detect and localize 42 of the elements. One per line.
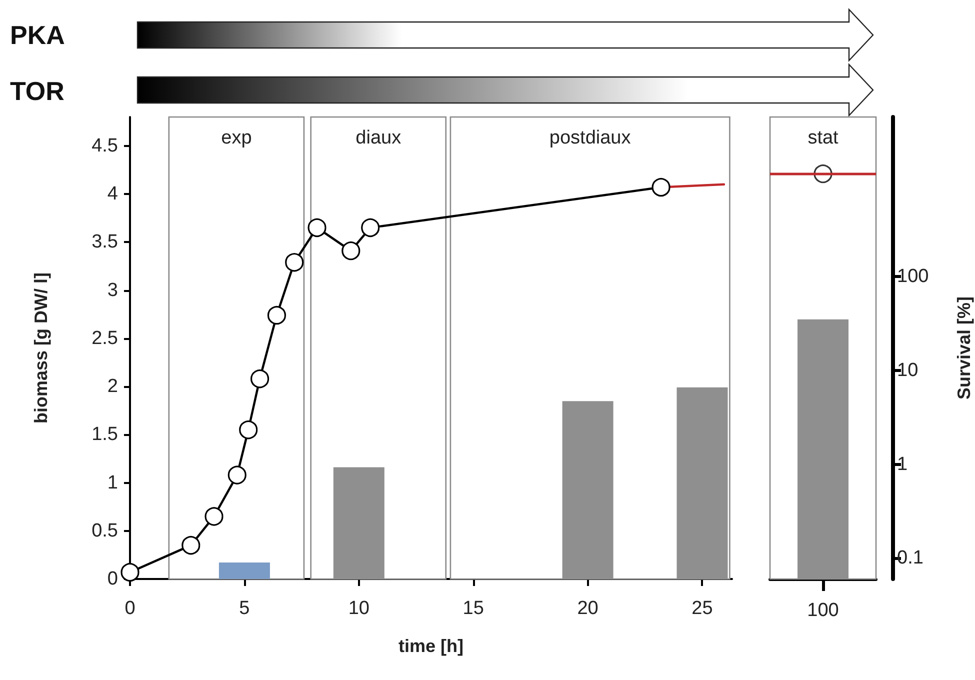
y2-axis-title: Survival [%] — [954, 296, 974, 400]
text: TOR — [10, 76, 64, 107]
x-axis-title: time [h] — [398, 636, 464, 656]
point — [308, 218, 326, 237]
band-label: postdiaux — [549, 127, 632, 148]
y-tick-label: 0.5 — [92, 520, 118, 542]
point — [267, 306, 286, 325]
x-tick-label: 5 — [239, 598, 250, 619]
x-tick-label: 100 — [807, 600, 839, 621]
point — [285, 253, 304, 272]
point — [239, 420, 258, 440]
x-tick-label: 0 — [124, 598, 136, 619]
y-tick-label: 4 — [107, 184, 118, 204]
y2-tick-label: 0.1 — [897, 548, 924, 569]
y-tick-label: 3.5 — [92, 232, 118, 253]
y-tick-label: 2.5 — [92, 328, 118, 349]
y2-tick-label: 100 — [897, 266, 929, 288]
band-label: exp — [221, 127, 252, 148]
y-tick-label: 1 — [107, 472, 118, 494]
x-tick-label: 25 — [692, 598, 713, 619]
y-axis-title: biomass [g DW/ l] — [31, 272, 51, 424]
point — [182, 536, 200, 555]
y2-tick-label: 1 — [897, 454, 908, 475]
band-label: stat — [808, 127, 840, 148]
y-tick-label: 0 — [107, 568, 118, 590]
y2-tick-label: 10 — [897, 360, 918, 381]
point — [120, 562, 140, 582]
point — [361, 218, 380, 237]
y-tick-label: 1.5 — [92, 424, 118, 446]
text: PKA — [10, 20, 65, 51]
x-tick-label: 20 — [577, 598, 598, 619]
x-tick-label: 15 — [462, 598, 484, 619]
y-tick-label: 3 — [107, 280, 118, 301]
point — [204, 507, 224, 526]
x-tick-label: 10 — [348, 598, 370, 619]
point — [342, 241, 360, 260]
y-tick-label: 2 — [107, 376, 118, 397]
point — [250, 370, 270, 388]
y-tick-label: 4.5 — [92, 135, 118, 156]
point — [652, 178, 670, 197]
band-label: diaux — [356, 127, 402, 148]
point — [228, 466, 246, 484]
